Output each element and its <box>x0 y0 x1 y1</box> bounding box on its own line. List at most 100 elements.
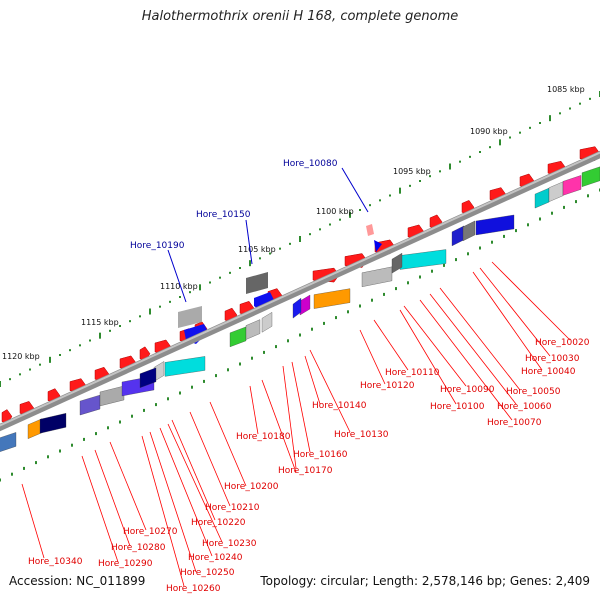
scale-tick-minor <box>319 228 321 231</box>
gene-label-hore-10270: Hore_10270 <box>123 527 178 537</box>
gene-labels-top: Hore_10080 Hore_10150 Hore_10190 <box>130 159 338 251</box>
feature-tick <box>179 391 181 395</box>
scale-tick-minor <box>389 194 391 197</box>
scale-tick-minor <box>129 320 131 323</box>
genome-backbone-highlight <box>0 151 600 427</box>
scale-tick-minor <box>259 257 261 260</box>
gene-label-hore-10340: Hore_10340 <box>28 557 83 567</box>
gene-label-hore-10030: Hore_10030 <box>525 354 580 364</box>
feature-tick <box>275 345 277 349</box>
gene-label-hore-10110: Hore_10110 <box>385 368 440 378</box>
gene-block <box>361 266 393 287</box>
leader-line-bottom <box>171 419 216 521</box>
scale-label-1085: 1085 kbp <box>547 85 585 94</box>
feature-tick <box>395 287 397 291</box>
gene-label-hore-10100: Hore_10100 <box>430 402 485 412</box>
leader-line-bottom <box>304 355 321 405</box>
feature-tick <box>167 397 169 401</box>
leader-line-bottom <box>167 423 223 543</box>
gene-block <box>245 319 261 340</box>
scale-tick-minor <box>169 300 171 303</box>
leader-line-top <box>245 219 253 265</box>
gene-label-hore-10250: Hore_10250 <box>180 568 235 578</box>
feature-tick <box>131 414 133 418</box>
gene-label-hore-10290: Hore_10290 <box>98 559 153 569</box>
feature-tick <box>35 461 37 465</box>
leader-line-bottom <box>429 293 517 405</box>
gene-block <box>581 166 600 187</box>
feature-tick <box>71 443 73 447</box>
gene-block <box>261 312 273 333</box>
scale-tick-minor <box>369 204 371 207</box>
gene-block <box>299 294 311 316</box>
label-leader-lines <box>21 167 571 587</box>
gene-block <box>534 187 550 209</box>
feature-tick <box>467 252 469 256</box>
gene-block <box>462 220 476 242</box>
scale-tick-minor <box>119 325 121 327</box>
feature-tick <box>575 200 577 204</box>
gene-block-upper <box>178 306 202 328</box>
scale-tick-minor <box>359 209 361 211</box>
scale-tick-minor <box>409 184 411 187</box>
leader-line-bottom <box>94 449 131 547</box>
scale-tick-minor <box>59 354 61 356</box>
gene-block <box>164 356 206 377</box>
leader-line-bottom <box>149 431 197 573</box>
scale-tick-major <box>299 236 301 242</box>
scale-tick-minor <box>209 281 211 284</box>
scale-tick-minor <box>289 242 291 245</box>
leader-line-bottom <box>282 365 297 469</box>
gene-block <box>391 252 403 274</box>
gene-label-hore-10200: Hore_10200 <box>224 482 279 492</box>
feature-tick <box>11 472 13 476</box>
gene-label-hore-10280: Hore_10280 <box>111 543 166 553</box>
scale-tick-major <box>149 308 151 315</box>
gene-block <box>475 214 515 236</box>
feature-tick <box>503 234 505 238</box>
leader-line-bottom <box>261 379 297 473</box>
feature-tick <box>143 408 145 412</box>
feature-tick <box>551 211 553 215</box>
scale-label-1120: 1120 kbp <box>2 352 40 361</box>
scale-tick-minor <box>459 160 461 163</box>
feature-tick <box>335 316 337 320</box>
scale-tick-minor <box>559 112 561 115</box>
feature-tick <box>0 478 1 482</box>
scale-tick-minor <box>229 271 231 274</box>
scale-tick-minor <box>9 378 11 381</box>
feature-tick <box>563 205 565 209</box>
scale-tick-minor <box>589 97 591 100</box>
feature-tick <box>227 368 229 372</box>
gene-block <box>39 413 67 434</box>
gene-label-hore-10050: Hore_10050 <box>506 387 561 397</box>
leader-line-bottom <box>189 411 231 507</box>
feature-tick <box>407 281 409 285</box>
feature-tick <box>47 455 49 459</box>
feature-tick <box>203 379 205 383</box>
leader-line-bottom <box>159 427 213 557</box>
scale-label-1090: 1090 kbp <box>470 127 508 136</box>
scale-tick-major <box>449 163 451 170</box>
scale-label-1095: 1095 kbp <box>393 167 431 176</box>
genome-summary-text: Topology: circular; Length: 2,578,146 bp… <box>260 574 590 588</box>
gene-labels-bottom: Hore_10020 Hore_10030 Hore_10040 Hore_10… <box>28 338 590 594</box>
gene-label-hore-10070: Hore_10070 <box>487 418 542 428</box>
scale-tick-minor <box>189 291 191 294</box>
leader-line-bottom <box>399 309 457 405</box>
feature-tick <box>419 275 421 279</box>
gene-label-hore-10170: Hore_10170 <box>278 466 333 476</box>
leader-line-bottom <box>439 287 521 391</box>
scale-tick-minor <box>309 233 311 236</box>
scale-tick-minor <box>419 180 421 182</box>
scale-tick-minor <box>569 107 571 110</box>
gene-block-upper <box>366 224 374 236</box>
gene-block <box>79 394 101 416</box>
gene-label-hore-10140: Hore_10140 <box>312 401 367 411</box>
gene-label-hore-10210: Hore_10210 <box>205 503 260 513</box>
scale-tick-minor <box>109 329 111 332</box>
scale-tick-major <box>249 260 251 267</box>
scale-tick-minor <box>279 247 281 250</box>
scale-tick-minor <box>179 296 181 298</box>
feature-tick <box>323 321 325 325</box>
